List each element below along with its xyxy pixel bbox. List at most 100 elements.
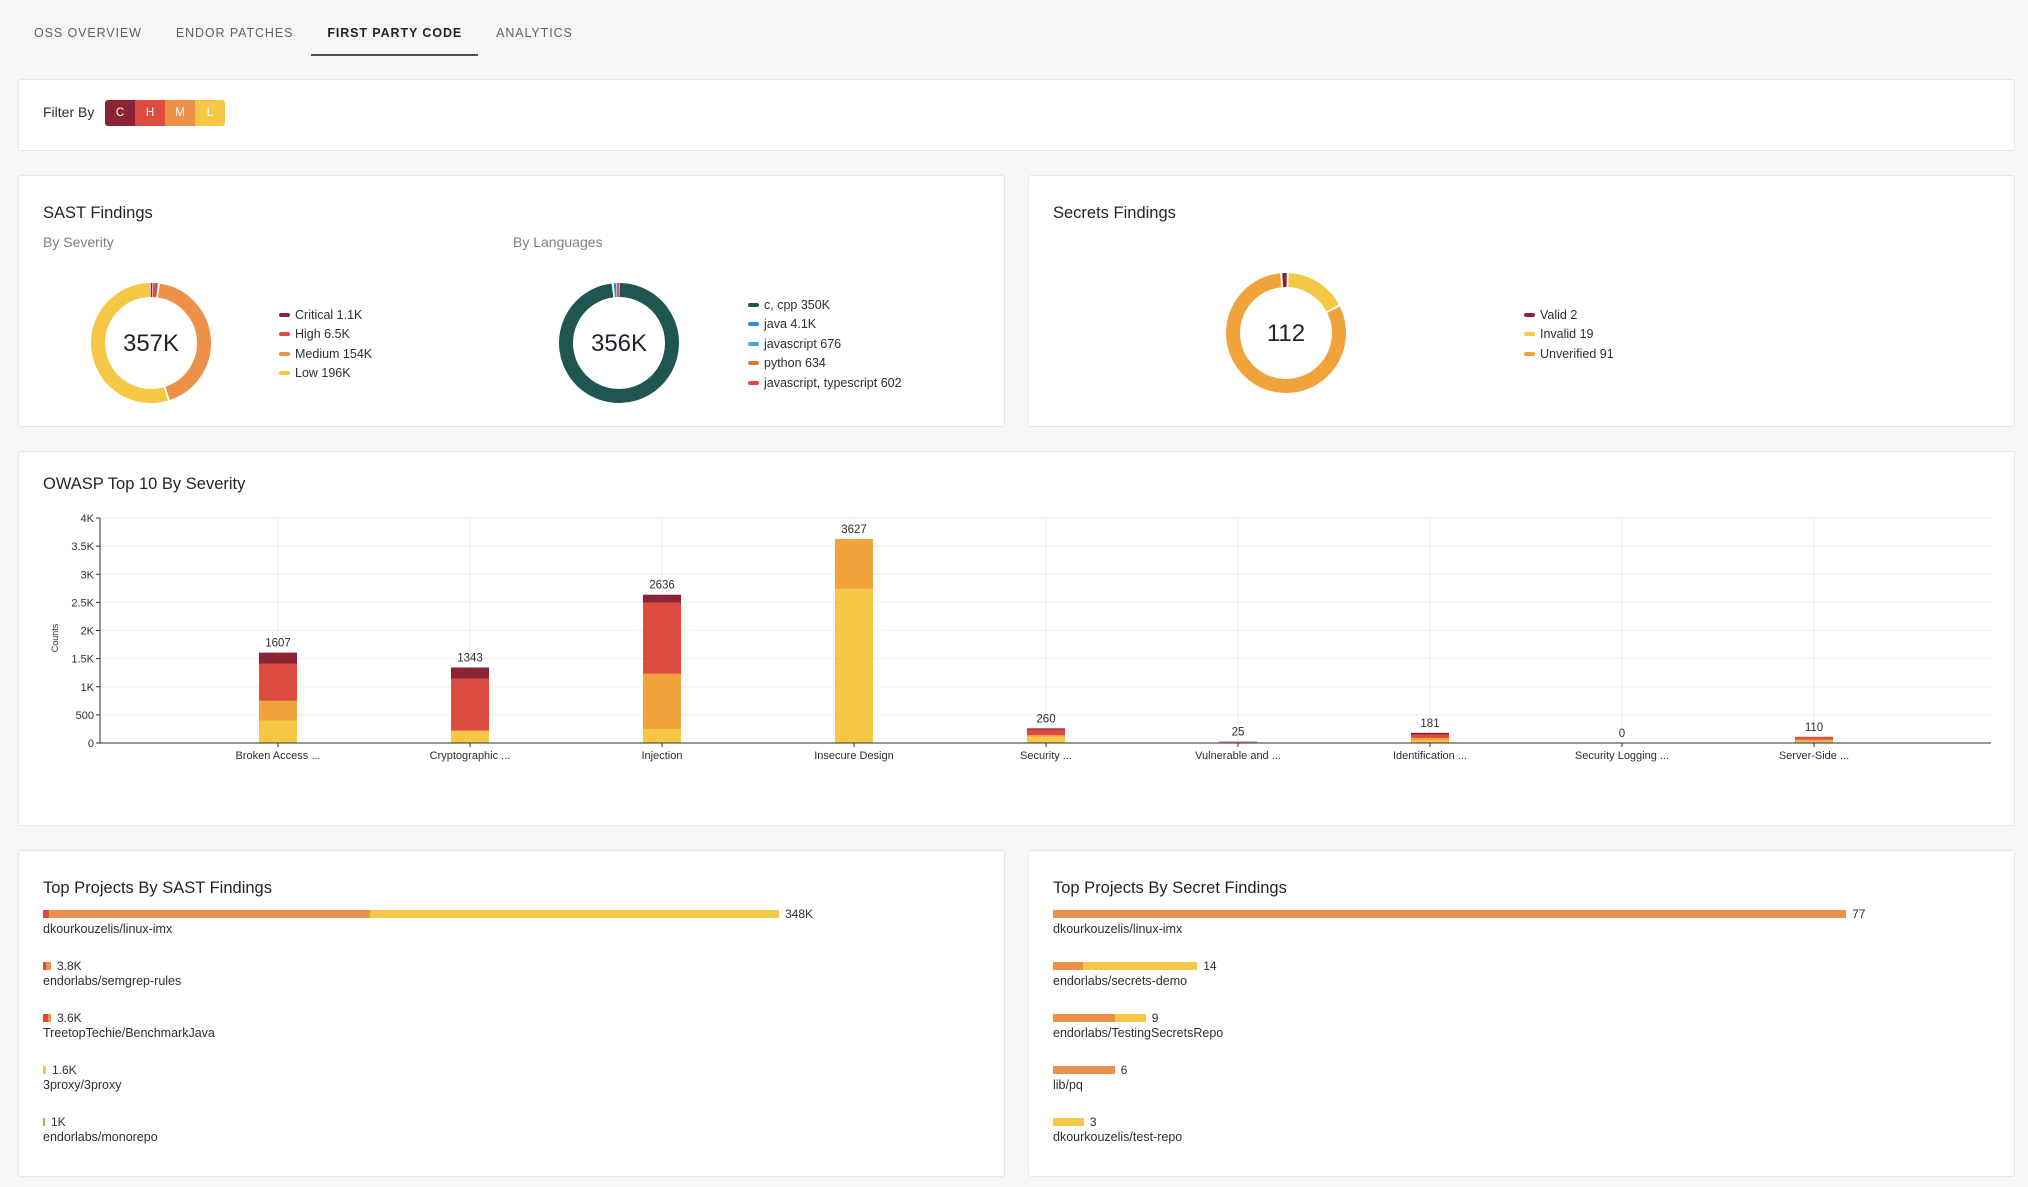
y-tick-label: 2K bbox=[81, 626, 95, 638]
severity-high-button[interactable]: H bbox=[135, 100, 165, 126]
severity-low-button[interactable]: L bbox=[195, 100, 225, 126]
project-name[interactable]: dkourkouzelis/test-repo bbox=[1053, 1130, 1183, 1144]
legend-item-javascript[interactable]: javascript 676 bbox=[748, 334, 902, 354]
legend-swatch bbox=[279, 351, 290, 356]
legend-swatch bbox=[748, 322, 759, 327]
project-count: 3 bbox=[1089, 1115, 1097, 1129]
legend-swatch bbox=[279, 312, 290, 317]
project-count: 3.8K bbox=[57, 959, 82, 973]
project-count: 14 bbox=[1203, 959, 1217, 973]
project-row[interactable]: 1.6K 3proxy/3proxy bbox=[43, 1063, 984, 1116]
project-row[interactable]: 77 dkourkouzelis/linux-imx bbox=[1053, 907, 1994, 960]
bar-segment[interactable] bbox=[1027, 729, 1065, 736]
project-name[interactable]: endorlabs/TestingSecretsRepo bbox=[1053, 1026, 1224, 1040]
project-row[interactable]: 6 lib/pq bbox=[1053, 1063, 1994, 1116]
bar-total-label: 0 bbox=[1619, 728, 1625, 740]
tab-analytics[interactable]: ANALYTICS bbox=[496, 26, 573, 40]
project-bar bbox=[43, 962, 51, 970]
bar-segment[interactable] bbox=[451, 730, 489, 743]
legend-item-medium[interactable]: Medium 154K bbox=[279, 344, 372, 364]
bar-segment[interactable] bbox=[643, 594, 681, 603]
project-row[interactable]: 1K endorlabs/monorepo bbox=[43, 1115, 984, 1168]
project-bar-line: 9 bbox=[1053, 1011, 1994, 1025]
severity-slice[interactable] bbox=[157, 283, 211, 400]
tab-oss-overview[interactable]: OSS OVERVIEW bbox=[34, 26, 142, 40]
secrets-slice[interactable] bbox=[1287, 273, 1339, 312]
bar-segment[interactable] bbox=[1027, 735, 1065, 737]
language-slice[interactable] bbox=[559, 283, 679, 403]
severity-critical-button[interactable]: C bbox=[105, 100, 135, 126]
bar-segment[interactable] bbox=[1795, 739, 1833, 742]
project-row[interactable]: 9 endorlabs/TestingSecretsRepo bbox=[1053, 1011, 1994, 1064]
legend-item-critical[interactable]: Critical 1.1K bbox=[279, 305, 372, 325]
bar-segment[interactable] bbox=[835, 538, 873, 589]
y-tick-label: 3.5K bbox=[71, 541, 94, 553]
chart-bars: 1607 1343 2636 3627 260 25 181 0 110 bbox=[259, 524, 1833, 743]
sast-findings-panel: SAST Findings By Severity By Languages 3… bbox=[18, 175, 1005, 427]
project-bar-line: 77 bbox=[1053, 907, 1994, 921]
project-name[interactable]: endorlabs/monorepo bbox=[43, 1130, 158, 1144]
project-bar-segment bbox=[1053, 1118, 1084, 1126]
project-name[interactable]: 3proxy/3proxy bbox=[43, 1078, 122, 1092]
bar-segment[interactable] bbox=[451, 678, 489, 731]
bar-segment[interactable] bbox=[451, 667, 489, 679]
bar-segment[interactable] bbox=[1411, 732, 1449, 735]
project-name[interactable]: endorlabs/semgrep-rules bbox=[43, 974, 182, 988]
severity-donut-arcs bbox=[91, 283, 211, 403]
legend-item-high[interactable]: High 6.5K bbox=[279, 325, 372, 345]
project-name[interactable]: dkourkouzelis/linux-imx bbox=[1053, 922, 1183, 936]
legend-item-java[interactable]: java 4.1K bbox=[748, 315, 902, 335]
project-name[interactable]: TreetopTechie/BenchmarkJava bbox=[43, 1026, 215, 1040]
project-row[interactable]: 348K dkourkouzelis/linux-imx bbox=[43, 907, 984, 960]
project-bar-line: 14 bbox=[1053, 959, 1994, 973]
bar-segment[interactable] bbox=[1219, 741, 1257, 743]
bar-segment[interactable] bbox=[643, 673, 681, 729]
severity-slice[interactable] bbox=[91, 283, 168, 403]
top-projects-secret-title: Top Projects By Secret Findings bbox=[1053, 879, 1287, 897]
bar-segment[interactable] bbox=[643, 602, 681, 674]
project-row[interactable]: 14 endorlabs/secrets-demo bbox=[1053, 959, 1994, 1012]
project-name[interactable]: dkourkouzelis/linux-imx bbox=[43, 922, 173, 936]
tab-first-party-code[interactable]: FIRST PARTY CODE bbox=[311, 26, 479, 56]
project-bar-segment bbox=[49, 910, 370, 918]
bar-segment[interactable] bbox=[259, 720, 297, 744]
y-axis-label: Counts bbox=[50, 623, 60, 652]
secrets-findings-title: Secrets Findings bbox=[1053, 204, 1176, 222]
bar-segment[interactable] bbox=[1411, 740, 1449, 743]
legend-item-valid[interactable]: Valid 2 bbox=[1524, 305, 1614, 325]
bar-segment[interactable] bbox=[259, 700, 297, 721]
bar-segment[interactable] bbox=[1027, 736, 1065, 743]
legend-label: javascript, typescript 602 bbox=[764, 375, 902, 390]
project-bar bbox=[43, 1066, 46, 1074]
bar-segment[interactable] bbox=[1027, 728, 1065, 730]
project-bar bbox=[1053, 1014, 1146, 1022]
bar-segment[interactable] bbox=[1411, 737, 1449, 741]
legend-item-low[interactable]: Low 196K bbox=[279, 364, 372, 384]
bar-segment[interactable] bbox=[1411, 734, 1449, 738]
secrets-slice[interactable] bbox=[1226, 273, 1346, 393]
bar-segment[interactable] bbox=[259, 652, 297, 664]
bar-segment[interactable] bbox=[643, 728, 681, 743]
top-projects-sast-list: 348K dkourkouzelis/linux-imx 3.8K endorlabs… bbox=[43, 907, 984, 1168]
legend-item-python[interactable]: python 634 bbox=[748, 354, 902, 374]
severity-legend: Critical 1.1K High 6.5K Medium 154K Low … bbox=[279, 305, 372, 383]
x-tick-label: Security ... bbox=[1020, 750, 1072, 762]
project-name[interactable]: lib/pq bbox=[1053, 1078, 1083, 1092]
tab-endor-patches[interactable]: ENDOR PATCHES bbox=[175, 26, 294, 40]
project-bar-line: 3 bbox=[1053, 1115, 1994, 1129]
bar-segment[interactable] bbox=[1795, 736, 1833, 740]
project-bar-line: 6 bbox=[1053, 1063, 1994, 1077]
legend-item-invalid[interactable]: Invalid 19 bbox=[1524, 325, 1614, 345]
project-row[interactable]: 3.6K TreetopTechie/BenchmarkJava bbox=[43, 1011, 984, 1064]
legend-item-c-cpp[interactable]: c, cpp 350K bbox=[748, 295, 902, 315]
bar-segment[interactable] bbox=[259, 663, 297, 701]
legend-item-unverified[interactable]: Unverified 91 bbox=[1524, 344, 1614, 364]
bar-segment[interactable] bbox=[1795, 741, 1833, 743]
severity-medium-button[interactable]: M bbox=[165, 100, 195, 126]
legend-item-javascript-typescript[interactable]: javascript, typescript 602 bbox=[748, 373, 902, 393]
bar-segment[interactable] bbox=[835, 588, 873, 743]
legend-swatch bbox=[279, 371, 290, 376]
project-name[interactable]: endorlabs/secrets-demo bbox=[1053, 974, 1188, 988]
project-row[interactable]: 3.8K endorlabs/semgrep-rules bbox=[43, 959, 984, 1012]
project-row[interactable]: 3 dkourkouzelis/test-repo bbox=[1053, 1115, 1994, 1168]
